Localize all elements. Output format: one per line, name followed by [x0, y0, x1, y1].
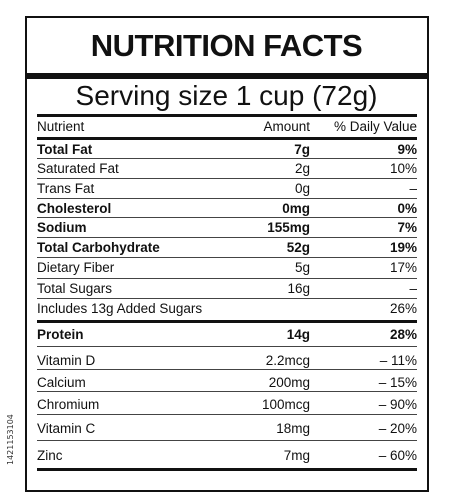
- column-header-dv: % Daily Value: [333, 119, 417, 134]
- row-divider: [37, 391, 417, 392]
- nutrient-amount: 7mg: [283, 448, 310, 463]
- nutrient-daily-value: –: [409, 181, 417, 196]
- nutrient-name: Chromium: [37, 397, 100, 412]
- nutrient-amount: 18mg: [276, 421, 310, 436]
- nutrient-name: Zinc: [37, 448, 63, 463]
- row-divider: [37, 278, 417, 279]
- nutrient-amount: 2.2mcg: [265, 353, 310, 368]
- nutrient-amount: 7g: [294, 142, 310, 157]
- header-top-rule: [37, 114, 417, 117]
- table-bottom-rule: [37, 468, 417, 471]
- nutrient-name: Total Sugars: [37, 281, 113, 296]
- nutrient-daily-value: 7%: [397, 220, 417, 235]
- nutrient-daily-value: – 90%: [378, 397, 417, 412]
- label-title: NUTRITION FACTS: [90, 28, 363, 63]
- stock-id: 1421153104: [6, 414, 15, 466]
- nutrient-daily-value: 28%: [389, 327, 417, 342]
- nutrient-name: Includes 13g Added Sugars: [37, 301, 203, 316]
- nutrient-name: Vitamin C: [37, 421, 96, 436]
- row-divider: [37, 298, 417, 299]
- nutrient-daily-value: –: [409, 281, 417, 296]
- nutrient-name: Cholesterol: [37, 201, 112, 216]
- nutrient-name: Total Carbohydrate: [37, 240, 160, 255]
- nutrient-daily-value: – 15%: [378, 375, 417, 390]
- row-divider: [37, 414, 417, 415]
- nutrient-amount: 0g: [294, 181, 310, 196]
- nutrient-daily-value: 10%: [389, 161, 417, 176]
- nutrient-amount: 200mg: [268, 375, 310, 390]
- nutrient-name: Vitamin D: [37, 353, 96, 368]
- nutrient-amount: 52g: [286, 240, 310, 255]
- nutrient-daily-value: – 11%: [379, 353, 417, 368]
- row-divider: [37, 440, 417, 441]
- nutrient-daily-value: 9%: [397, 142, 417, 157]
- nutrient-daily-value: 17%: [389, 260, 417, 275]
- row-divider: [37, 178, 417, 179]
- row-divider: [37, 346, 417, 347]
- nutrient-amount: 155mg: [267, 220, 310, 235]
- nutrient-amount: 14g: [286, 327, 310, 342]
- nutrition-label: [25, 16, 429, 492]
- column-header-nutrient: Nutrient: [37, 119, 85, 134]
- nutrient-name: Calcium: [37, 375, 86, 390]
- nutrient-name: Saturated Fat: [37, 161, 119, 176]
- nutrient-daily-value: – 20%: [378, 421, 417, 436]
- header-bottom-rule: [37, 137, 417, 140]
- nutrient-name: Protein: [37, 327, 84, 342]
- row-divider: [37, 217, 417, 218]
- column-header-amount: Amount: [263, 119, 310, 134]
- nutrient-daily-value: 19%: [389, 240, 417, 255]
- nutrient-daily-value: – 60%: [378, 448, 417, 463]
- row-divider: [37, 158, 417, 159]
- title-divider: [25, 73, 429, 79]
- nutrient-daily-value: 26%: [389, 301, 417, 316]
- nutrient-amount: 100mcg: [261, 397, 310, 412]
- nutrient-name: Total Fat: [37, 142, 93, 157]
- row-divider: [37, 369, 417, 370]
- nutrient-daily-value: 0%: [397, 201, 417, 216]
- row-divider: [37, 237, 417, 238]
- nutrient-amount: 2g: [294, 161, 310, 176]
- serving-size: Serving size 1 cup (72g): [75, 80, 378, 111]
- nutrient-name: Sodium: [37, 220, 87, 235]
- nutrient-amount: 16g: [287, 281, 310, 296]
- nutrient-name: Dietary Fiber: [37, 260, 115, 275]
- row-divider: [37, 257, 417, 258]
- row-divider: [37, 198, 417, 199]
- row-divider: [37, 320, 417, 323]
- nutrient-amount: 5g: [294, 260, 310, 275]
- nutrient-name: Trans Fat: [37, 181, 95, 196]
- nutrient-amount: 0mg: [282, 201, 310, 216]
